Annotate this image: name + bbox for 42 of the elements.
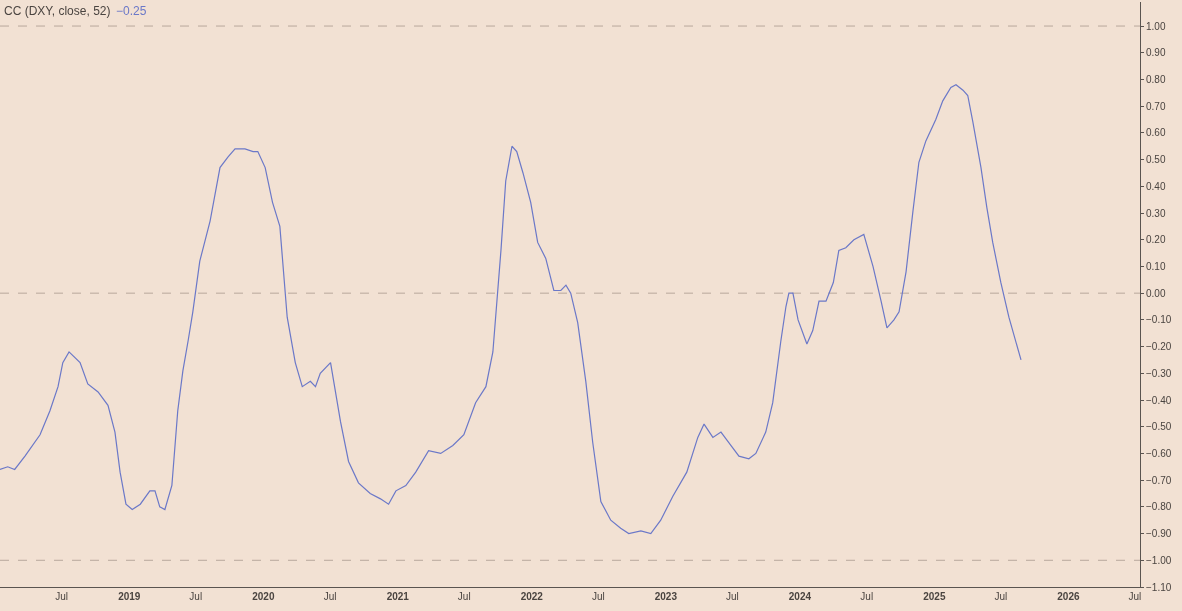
y-tick-label: −0.80: [1146, 501, 1172, 513]
y-tick-label: 0.10: [1146, 260, 1166, 272]
chart-title: CC (DXY, close, 52): [4, 4, 111, 18]
y-tick-label: −0.40: [1146, 394, 1172, 406]
x-tick-label: Jul: [189, 591, 203, 602]
y-tick-label: 0.40: [1146, 180, 1166, 192]
y-tick-label: 0.90: [1146, 47, 1166, 59]
x-tick-label: Jul: [994, 591, 1008, 602]
x-tick-label: 2025: [923, 591, 946, 602]
y-tick-label: 0.60: [1146, 127, 1166, 139]
x-tick-label: Jul: [323, 591, 337, 602]
y-tick-label: −0.70: [1146, 474, 1172, 486]
y-tick-label: −0.10: [1146, 314, 1172, 326]
line-series: [0, 84, 1022, 535]
y-tick-label: −0.20: [1146, 341, 1172, 353]
x-tick-label: Jul: [591, 591, 605, 602]
y-tick-label: −0.90: [1146, 528, 1172, 540]
annotation: −0.25: [116, 4, 147, 18]
x-tick-label: Jul: [457, 591, 471, 602]
x-tick-label: Jul: [1128, 591, 1142, 602]
x-tick-label: Jul: [725, 591, 739, 602]
y-tick-label: 0.50: [1146, 154, 1166, 166]
y-tick-label: 0.80: [1146, 73, 1166, 85]
x-tick-label: 2023: [654, 591, 678, 602]
y-tick-label: 0.70: [1146, 100, 1166, 112]
y-tick-label: −1.10: [1146, 581, 1172, 593]
x-tick-label: 2026: [1057, 591, 1080, 602]
x-tick-label: 2021: [386, 591, 410, 602]
y-tick-label: −0.50: [1146, 421, 1172, 433]
x-tick-label: 2019: [118, 591, 141, 602]
y-tick-label: 0.20: [1146, 234, 1166, 246]
y-tick-label: −0.60: [1146, 447, 1172, 459]
y-tick-label: 0.00: [1146, 287, 1166, 299]
x-tick-label: 2020: [252, 591, 275, 602]
y-tick-label: 1.00: [1146, 20, 1166, 32]
y-tick-label: −1.00: [1146, 554, 1172, 566]
x-tick-label: 2022: [520, 591, 544, 602]
x-tick-label: 2024: [788, 591, 812, 602]
x-tick-label: Jul: [860, 591, 874, 602]
x-tick-label: Jul: [55, 591, 69, 602]
y-tick-label: 0.30: [1146, 207, 1166, 219]
y-tick-label: −0.30: [1146, 367, 1172, 379]
